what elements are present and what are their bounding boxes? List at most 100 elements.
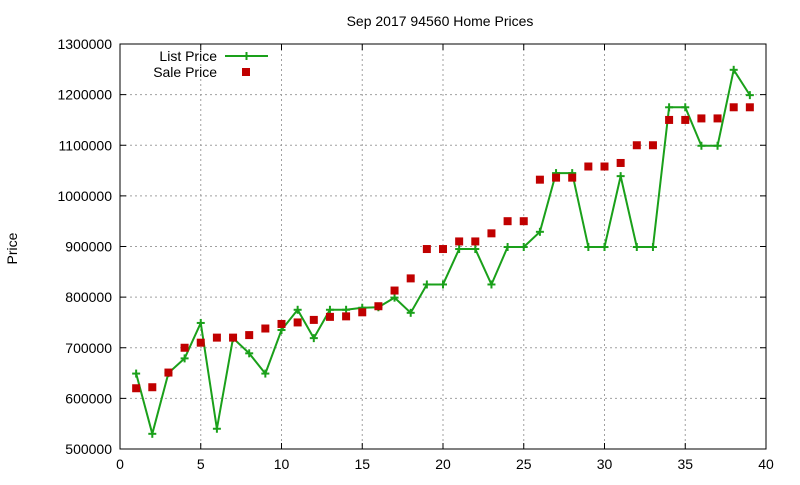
list-price-point [503, 243, 512, 252]
sale-price-point [406, 274, 415, 283]
sale-price-point [358, 308, 367, 317]
sale-price-point [584, 162, 593, 171]
sale-price-point [148, 383, 157, 392]
x-tick-label: 35 [677, 456, 693, 472]
sale-price-point [471, 237, 480, 246]
sale-price-point [422, 245, 431, 254]
list-price-point [325, 305, 334, 314]
legend-plus-marker [242, 52, 251, 60]
list-price-point [616, 172, 625, 181]
sale-price-point [229, 333, 238, 342]
x-tick-labels: 0 5 10 15 20 25 30 35 40 [116, 456, 774, 472]
list-price-point [584, 243, 593, 252]
list-price-point [132, 369, 141, 378]
sale-price-point [277, 319, 286, 328]
sale-price-point [180, 343, 189, 352]
sale-price-point [245, 331, 254, 340]
sale-price-point [519, 217, 528, 226]
legend-label-sale-price: Sale Price [153, 64, 217, 80]
y-tick-label: 1200000 [57, 87, 112, 103]
sale-price-point [196, 338, 205, 347]
sale-price-point [455, 237, 464, 246]
sale-price-point [632, 141, 641, 150]
y-tick-label: 900000 [65, 239, 112, 255]
list-price-point [212, 424, 221, 433]
x-tick-label: 5 [197, 456, 205, 472]
sale-price-point [697, 114, 706, 123]
list-price-point [519, 243, 528, 252]
sale-price-point [309, 315, 318, 324]
y-tick-labels: 500000 600000 700000 800000 900000 1000000 110… [57, 36, 112, 457]
list-price-point [261, 369, 270, 378]
list-price-point [600, 243, 609, 252]
series-sale-price [132, 103, 754, 393]
x-tick-label: 20 [435, 456, 451, 472]
series-layer [132, 65, 754, 438]
sale-price-point [212, 333, 221, 342]
sale-price-point [261, 324, 270, 333]
list-price-point [665, 103, 674, 112]
sale-price-point [568, 173, 577, 182]
sale-price-point [293, 318, 302, 327]
axis-ticks [119, 43, 767, 450]
sale-price-point [648, 141, 657, 150]
legend-symbol-list-price [225, 52, 268, 60]
y-tick-label: 1000000 [57, 188, 112, 204]
series-list-price [132, 65, 754, 438]
list-price-point [422, 280, 431, 289]
y-tick-label: 800000 [65, 289, 112, 305]
list-price-point [455, 245, 464, 254]
sale-price-point [503, 217, 512, 226]
y-axis-label: Price [4, 232, 20, 264]
y-tick-label: 700000 [65, 340, 112, 356]
sale-price-point [665, 115, 674, 124]
sale-price-point [325, 312, 334, 321]
sale-price-point [374, 302, 383, 311]
sale-price-point [164, 368, 173, 377]
list-price-point [729, 65, 738, 74]
x-tick-label: 10 [274, 456, 290, 472]
legend-square-marker [242, 68, 250, 76]
sale-price-point [390, 286, 399, 295]
list-price-point [471, 245, 480, 254]
x-tick-label: 15 [354, 456, 370, 472]
legend: List Price Sale Price [153, 48, 268, 80]
legend-symbol-sale-price [242, 68, 250, 76]
x-tick-label: 25 [516, 456, 532, 472]
list-price-point [309, 334, 318, 343]
list-price-point [293, 305, 302, 314]
x-tick-label: 40 [758, 456, 774, 472]
sale-price-point [535, 175, 544, 184]
list-price-point [390, 293, 399, 302]
list-price-point [487, 280, 496, 289]
list-price-point [439, 280, 447, 289]
list-price-point [632, 243, 641, 252]
list-price-point [681, 103, 690, 112]
sale-price-point [342, 312, 351, 321]
list-price-point [406, 308, 415, 317]
x-tick-label: 0 [116, 456, 124, 472]
y-tick-label: 600000 [65, 390, 112, 406]
chart-title: Sep 2017 94560 Home Prices [347, 13, 534, 29]
sale-price-point [681, 115, 690, 124]
x-tick-label: 30 [597, 456, 613, 472]
sale-price-point [487, 229, 496, 238]
legend-label-list-price: List Price [159, 48, 217, 64]
list-price-point [196, 318, 205, 327]
list-price-point [535, 227, 544, 236]
list-price-point [745, 91, 754, 100]
y-tick-label: 1300000 [57, 36, 112, 52]
sale-price-point [439, 245, 447, 254]
sale-price-point [729, 103, 738, 112]
list-price-point [697, 141, 706, 150]
list-price-point [148, 429, 157, 438]
list-price-point [648, 243, 657, 252]
sale-price-point [132, 384, 141, 393]
sale-price-point [616, 158, 625, 167]
sale-price-point [552, 173, 561, 182]
list-price-point [180, 354, 189, 363]
sale-price-point [600, 162, 609, 171]
list-price-point [245, 349, 254, 358]
